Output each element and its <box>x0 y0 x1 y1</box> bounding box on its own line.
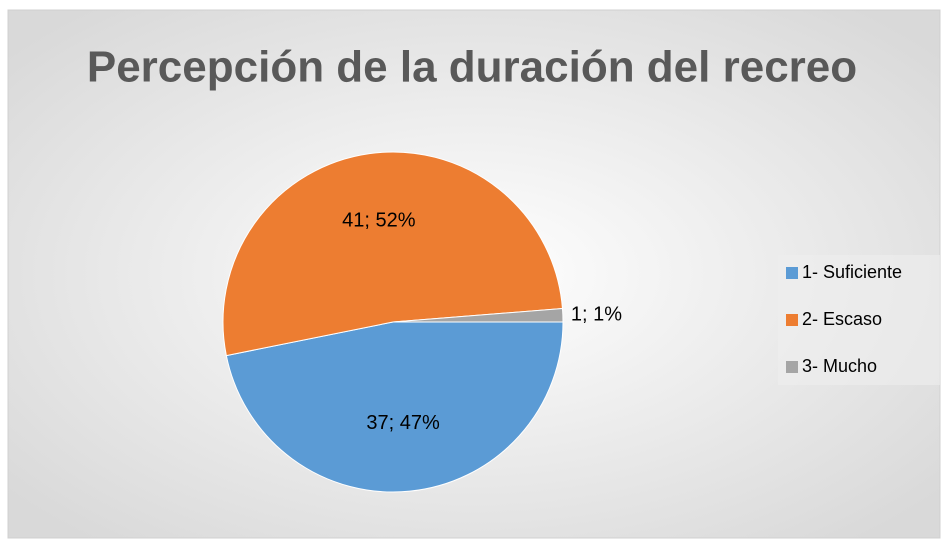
pie-slice <box>222 151 564 357</box>
pie-slice <box>392 307 564 323</box>
legend-label: 2- Escaso <box>802 309 882 329</box>
legend <box>778 255 940 385</box>
pie-slice <box>225 321 564 493</box>
data-label: 41; 52% <box>342 209 416 231</box>
legend-swatch <box>786 361 798 373</box>
legend-label: 3- Mucho <box>802 356 877 376</box>
legend-swatch <box>786 267 798 279</box>
legend-swatch <box>786 314 798 326</box>
chart-title: Percepción de la duración del recreo <box>87 43 857 92</box>
legend-label: 1- Suficiente <box>802 262 902 282</box>
data-label: 1; 1% <box>571 304 622 326</box>
data-label: 37; 47% <box>366 412 440 434</box>
